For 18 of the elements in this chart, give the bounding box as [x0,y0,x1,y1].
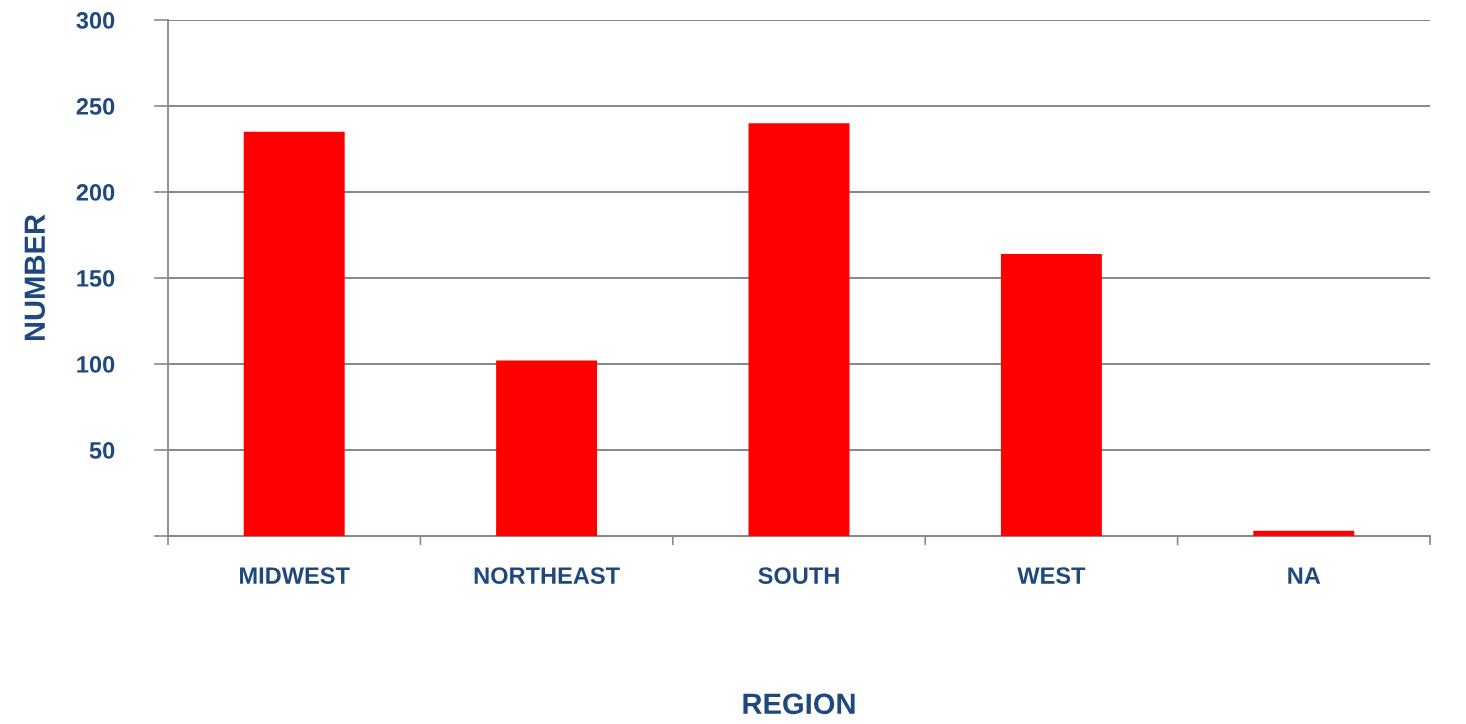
x-tick-label: WEST [1017,567,1086,584]
x-tick-label: SOUTH [758,567,839,584]
y-tick-label: 50 [89,442,115,459]
y-tick-label: 300 [76,12,115,29]
bar [1000,253,1102,536]
y-tick-label: 250 [76,98,115,115]
bar [1253,530,1355,536]
x-tick-label: NA [1288,567,1321,584]
y-tick-label: 200 [76,184,115,201]
bar [496,360,598,536]
x-axis-title: REGION [743,693,855,715]
y-tick-label: 150 [77,270,115,287]
bar [748,123,850,536]
y-axis-title: NUMBER [24,214,46,341]
y-tick-label: 100 [77,356,115,373]
bar [243,131,345,536]
x-tick-label: MIDWEST [240,567,350,584]
x-tick-label: NORTHEAST [474,567,620,584]
